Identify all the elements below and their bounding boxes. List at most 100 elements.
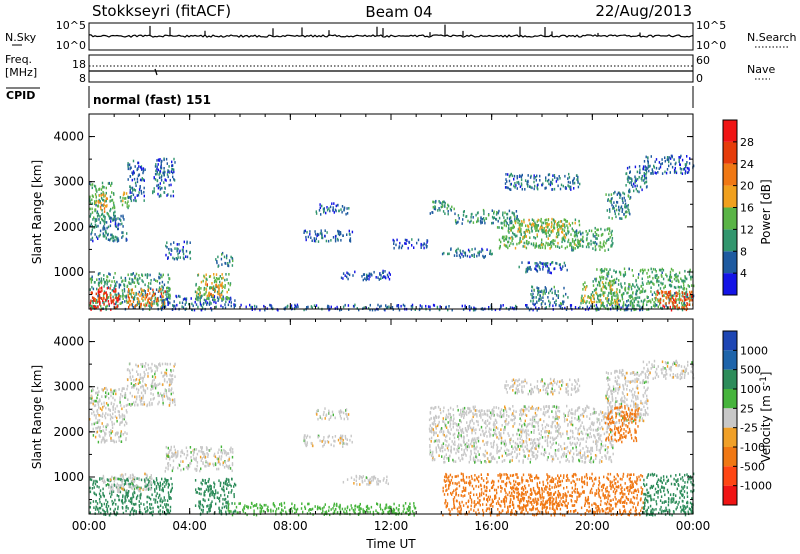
radar-cell — [659, 301, 662, 304]
radar-cell — [118, 388, 120, 391]
radar-cell — [168, 277, 171, 280]
radar-cell — [535, 179, 537, 182]
radar-cell — [334, 237, 337, 241]
radar-cell — [106, 278, 108, 282]
radar-cell — [524, 232, 526, 236]
radar-cell — [128, 403, 131, 406]
radar-cell — [223, 466, 226, 469]
radar-cell — [199, 300, 201, 304]
radar-cell — [162, 302, 165, 305]
radar-cell — [225, 510, 227, 514]
radar-cell — [100, 304, 102, 308]
radar-cell — [673, 158, 675, 161]
radar-cell — [474, 308, 476, 312]
radar-cell — [327, 305, 330, 308]
radar-cell — [675, 291, 677, 294]
radar-cell — [221, 273, 223, 276]
radar-cell — [528, 231, 531, 234]
radar-cell — [151, 513, 154, 517]
radar-cell — [634, 165, 637, 169]
radar-cell — [547, 271, 549, 274]
radar-cell — [227, 500, 229, 504]
radar-cell — [632, 185, 634, 188]
radar-cell — [91, 387, 94, 391]
radar-cell — [369, 308, 371, 312]
radar-cell — [380, 277, 382, 280]
radar-cell — [222, 298, 224, 301]
radar-cell — [544, 286, 546, 289]
radar-cell — [178, 294, 180, 298]
radar-cell — [540, 217, 542, 221]
radar-cell — [97, 295, 100, 299]
radar-cell — [508, 224, 510, 227]
radar-cell — [227, 452, 230, 455]
radar-cell — [91, 394, 93, 398]
radar-cell — [124, 295, 126, 298]
radar-cell — [575, 231, 578, 235]
radar-cell — [156, 280, 159, 283]
radar-cell — [668, 299, 670, 303]
radar-cell — [588, 229, 591, 232]
radar-cell — [127, 368, 129, 371]
radar-cell — [171, 160, 173, 164]
radar-cell — [605, 297, 607, 300]
radar-cell — [226, 487, 228, 490]
radar-cell — [642, 283, 644, 286]
radar-cell — [210, 295, 213, 298]
radar-cell — [95, 292, 97, 296]
radar-cell — [568, 222, 570, 226]
radar-cell — [275, 510, 277, 513]
radar-cell — [167, 486, 169, 489]
radar-cell — [122, 292, 124, 295]
radar-cell — [642, 268, 644, 272]
radar-cell — [333, 202, 335, 205]
radar-cell — [553, 285, 555, 289]
radar-cell — [318, 209, 321, 212]
radar-cell — [168, 511, 171, 515]
radar-cell — [608, 227, 611, 230]
radar-cell — [158, 272, 161, 276]
radar-cell — [602, 232, 604, 236]
radar-cell — [190, 459, 193, 462]
radar-cell — [202, 279, 204, 283]
y-tick-label: 1000 — [53, 265, 84, 279]
radar-cell — [209, 286, 212, 290]
radar-cell — [600, 227, 602, 231]
radar-cell — [159, 158, 161, 161]
radar-cell — [595, 291, 597, 294]
radar-cell — [170, 369, 172, 372]
radar-cell — [137, 302, 139, 305]
radar-cell — [395, 506, 398, 510]
radar-cell — [314, 505, 316, 508]
radar-cell — [668, 290, 670, 294]
radar-cell — [91, 408, 93, 411]
radar-cell — [396, 238, 398, 242]
radar-cell — [563, 286, 565, 290]
radar-cell — [140, 402, 142, 406]
radar-cell — [512, 226, 514, 230]
radar-cell — [646, 295, 648, 299]
radar-cell — [113, 215, 115, 218]
radar-cell — [603, 294, 605, 298]
radar-cell — [677, 278, 679, 282]
radar-cell — [303, 229, 306, 233]
radar-cell — [131, 191, 133, 194]
radar-cell — [306, 306, 308, 309]
radar-cell — [660, 290, 663, 293]
radar-cell — [182, 467, 185, 471]
radar-cell — [509, 173, 511, 177]
radar-cell — [549, 183, 552, 187]
radar-cell — [674, 274, 676, 277]
radar-cell — [517, 230, 519, 233]
radar-cell — [155, 498, 157, 502]
radar-cell — [199, 293, 201, 297]
radar-cell — [164, 373, 166, 376]
radar-cell — [592, 234, 595, 238]
radar-cell — [101, 212, 104, 216]
radar-cell — [118, 489, 121, 492]
radar-cell — [117, 490, 119, 494]
radar-cell — [611, 217, 613, 220]
radar-cell — [203, 493, 205, 497]
radar-cell — [177, 450, 179, 453]
radar-cell — [94, 404, 97, 407]
